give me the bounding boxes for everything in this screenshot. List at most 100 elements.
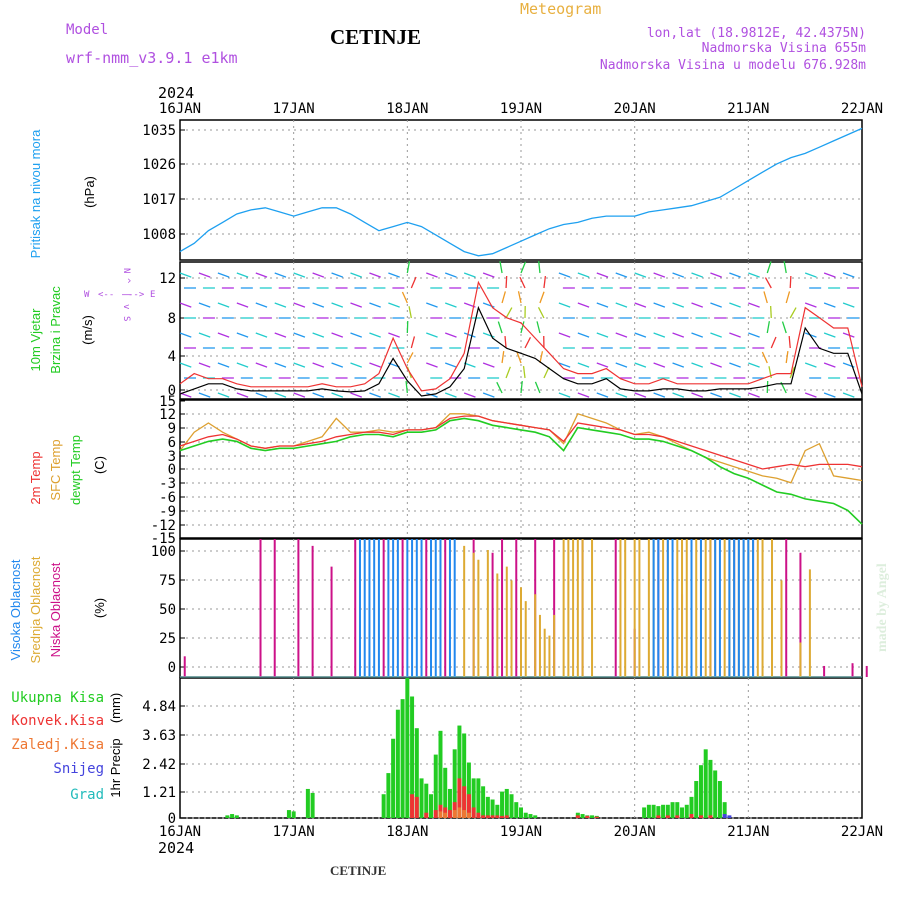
wind-barb — [534, 381, 541, 394]
x-tick-label-top: 17JAN — [273, 101, 315, 117]
precip-bar-total — [429, 794, 434, 818]
wind-barb — [729, 362, 741, 368]
wind-barb — [482, 302, 495, 308]
wind-barb — [516, 351, 522, 364]
x-tick-label-top: 16JAN — [159, 101, 201, 117]
wind-barb — [312, 332, 325, 338]
wind-barb — [615, 362, 628, 368]
wind-barb — [499, 261, 503, 274]
precip-bar-conv — [504, 815, 509, 818]
precip-bar-conv — [452, 802, 457, 818]
wind-barb — [842, 332, 855, 338]
x-tick-label-top: 22JAN — [841, 101, 883, 117]
model-name: wrf-nmm_v3.9.1 e1km — [66, 49, 238, 67]
wind-barb — [293, 332, 306, 338]
wind-barb — [217, 392, 230, 398]
precip-bar-conv — [500, 815, 505, 818]
compass-e: E — [150, 290, 155, 300]
precip-bar-total — [452, 749, 457, 818]
precip-bar-total — [395, 709, 400, 818]
wind-barb — [496, 381, 503, 394]
precip-bar-total — [234, 815, 239, 818]
precip-bar-conv — [414, 796, 419, 818]
wind-barb — [804, 302, 817, 308]
temp-label-2: SFC Temp — [48, 439, 63, 500]
footer-station: CETINJE — [330, 863, 386, 878]
wind-barb — [543, 366, 550, 379]
year-bottom: 2024 — [158, 839, 194, 857]
precip-bar-conv — [665, 815, 670, 818]
wind-barb — [198, 332, 211, 338]
wind-barb — [369, 362, 381, 368]
wind-barb — [388, 302, 400, 308]
wind-barb — [615, 392, 628, 398]
precip-bar-frozen — [452, 810, 457, 818]
wind-barb — [504, 335, 507, 349]
y-tick-label: 4 — [168, 349, 176, 365]
wind-barb — [539, 291, 545, 304]
wind-barb — [520, 321, 525, 334]
y-tick-label: 0 — [168, 660, 176, 676]
precip-bar-total — [722, 802, 727, 818]
x-tick-label-bottom: 17JAN — [273, 824, 315, 840]
wind-barb — [766, 321, 771, 334]
wind-barb — [401, 291, 408, 304]
wind-barb — [823, 302, 836, 308]
wind-barb — [558, 302, 571, 308]
precip-bar-snow — [727, 815, 732, 818]
y-tick-label: -15 — [151, 531, 176, 547]
cloud-label-2: Srednja Oblacnost — [28, 556, 43, 663]
precip-bar-total — [680, 807, 685, 818]
wind-barb — [804, 362, 817, 368]
precip-bar-total — [481, 786, 486, 818]
precip-bar-total — [642, 807, 647, 818]
wind-barb — [236, 392, 249, 398]
y-tick-label: 0 — [168, 383, 176, 399]
wind-barb — [444, 272, 457, 278]
wind-barb — [406, 352, 414, 364]
precip-bar-conv — [466, 794, 471, 818]
wind-barb — [842, 302, 855, 308]
cloud-label-1: Visoka Oblacnost — [8, 559, 23, 660]
wind-barb — [653, 302, 666, 308]
wind-barb — [634, 362, 647, 368]
precip-bar-total — [381, 794, 386, 818]
y-tick-label: 8 — [168, 311, 176, 327]
wind-barb — [672, 362, 685, 368]
wind-barb — [748, 392, 760, 398]
x-tick-label-bottom: 20JAN — [614, 824, 656, 840]
wind-barb — [312, 272, 325, 278]
precip-bar-total — [713, 770, 718, 818]
wind-barb — [312, 302, 325, 308]
wind-barb — [710, 392, 722, 398]
precip-bar-total — [509, 794, 514, 818]
wind-barb — [505, 275, 508, 289]
wind-barb — [558, 362, 571, 368]
precip-bar-total — [694, 781, 699, 818]
wind-barb — [761, 351, 768, 364]
wind-barb — [672, 332, 685, 338]
compass-right: --> — [128, 290, 145, 300]
precip-bar-total — [405, 678, 410, 818]
precip-bar-total — [519, 807, 523, 818]
y-tick-label: 1008 — [142, 227, 176, 243]
x-tick-label-top: 18JAN — [386, 101, 428, 117]
wind-barb — [517, 291, 522, 304]
precip-bar-total — [665, 804, 670, 818]
precip-bar-conv — [708, 815, 713, 818]
wind-barb — [596, 272, 609, 278]
compass-mid: | — [121, 292, 131, 297]
y-tick-label: 50 — [159, 602, 176, 618]
wind-barb — [522, 366, 526, 379]
wind-barb — [766, 261, 772, 274]
precip-bar-conv — [410, 794, 415, 818]
wind-unit: (m/s) — [80, 315, 95, 345]
precip-bar-total — [225, 815, 230, 818]
precip-bar-frozen — [457, 807, 462, 818]
precip-bar-total — [675, 802, 680, 818]
wind-barb — [781, 321, 787, 334]
wind-barb — [634, 392, 647, 398]
wind-barb — [179, 332, 192, 338]
precip-bar-total — [651, 804, 656, 818]
wind-barb — [615, 302, 628, 308]
